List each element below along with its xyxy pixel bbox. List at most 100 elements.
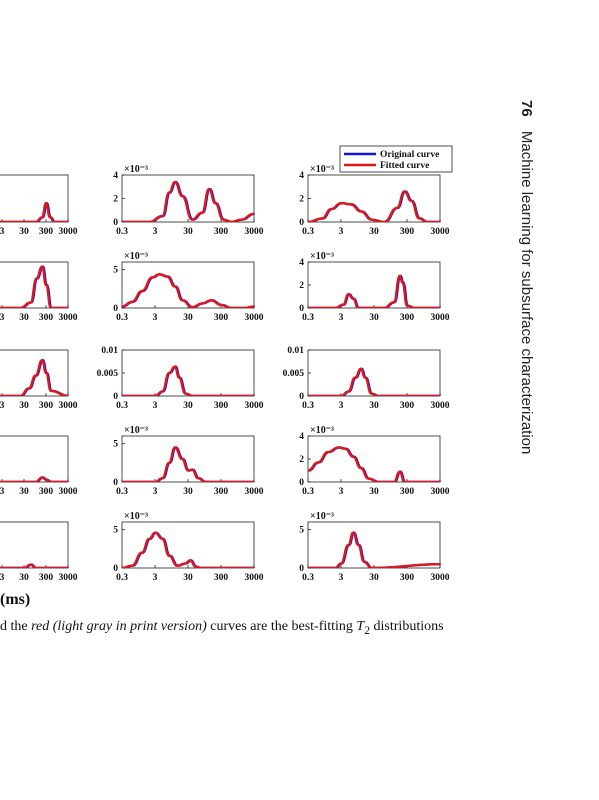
- panel-frame: [307, 261, 441, 309]
- y-tick-label: 4: [299, 171, 304, 181]
- y-exponent-label: ×10⁻³: [310, 511, 334, 522]
- x-tick-label: 3: [153, 401, 158, 411]
- y-tick-label: 0.01: [287, 346, 304, 356]
- panel-frame: [0, 349, 69, 397]
- y-tick-label: 5: [113, 440, 118, 450]
- y-tick-label: 4: [299, 258, 304, 268]
- original-curve: [122, 531, 255, 568]
- fitted-curve: [308, 531, 440, 568]
- y-tick-label: 0: [113, 392, 118, 402]
- x-tick-label: 3: [0, 401, 5, 411]
- y-exponent-label: ×10⁻³: [310, 164, 334, 175]
- panel-frame: [307, 349, 441, 397]
- x-tick-label: 3000: [245, 573, 264, 583]
- y-tick-label: 5: [113, 526, 118, 536]
- x-tick-label: 3: [0, 487, 5, 497]
- x-tick-label: 30: [183, 573, 193, 583]
- x-tick-label: 3000: [59, 573, 78, 583]
- y-tick-label: 2: [113, 195, 118, 205]
- original-curve: [308, 274, 441, 308]
- y-tick-label: 4: [113, 171, 118, 181]
- x-tick-label: 3000: [59, 313, 78, 323]
- panel-frame: [121, 261, 255, 309]
- y-exponent-label: ×10⁻³: [124, 164, 148, 175]
- fitted-curve: [0, 359, 68, 396]
- x-tick-label: 300: [400, 573, 415, 583]
- x-tick-label: 30: [19, 487, 29, 497]
- y-tick-label: 0.005: [283, 369, 305, 379]
- y-tick-label: 2: [299, 195, 304, 205]
- page-number: 76: [518, 100, 535, 117]
- x-tick-label: 30: [183, 487, 193, 497]
- original-curve: [0, 201, 69, 222]
- x-tick-label: 300: [214, 573, 229, 583]
- x-tick-label: 3000: [431, 401, 450, 411]
- fitted-curve: [122, 446, 254, 482]
- fitted-curve: [122, 273, 254, 308]
- x-tick-label: 3: [339, 227, 344, 237]
- y-tick-label: 2: [299, 281, 304, 291]
- x-tick-label: 3000: [59, 227, 78, 237]
- y-tick-label: 4: [299, 432, 304, 442]
- fitted-curve: [308, 446, 440, 482]
- x-tick-label: 300: [400, 227, 415, 237]
- original-curve: [308, 190, 441, 222]
- x-tick-label: 3000: [431, 227, 450, 237]
- x-tick-label: 30: [369, 227, 379, 237]
- y-tick-label: 0: [299, 564, 304, 574]
- y-exponent-label: ×10⁻³: [124, 425, 148, 436]
- x-tick-label: 3000: [245, 313, 264, 323]
- y-tick-label: 2: [299, 455, 304, 465]
- legend-original-label: Original curve: [380, 150, 439, 160]
- x-tick-label: 3000: [59, 487, 78, 497]
- x-tick-label: 0.3: [116, 401, 128, 411]
- x-tick-label: 3: [153, 313, 158, 323]
- fitted-curve: [122, 180, 254, 222]
- x-tick-label: 30: [369, 313, 379, 323]
- legend-box: [339, 145, 453, 173]
- x-tick-label: 3000: [431, 313, 450, 323]
- x-tick-label: 300: [39, 487, 54, 497]
- x-tick-label: 30: [183, 313, 193, 323]
- y-tick-label: 0: [113, 478, 118, 488]
- x-tick-label: 300: [39, 313, 54, 323]
- y-tick-label: 0.005: [97, 369, 119, 379]
- y-exponent-label: ×10⁻³: [124, 511, 148, 522]
- x-tick-label: 30: [369, 401, 379, 411]
- panel-frame: [121, 435, 255, 483]
- x-tick-label: 0.3: [116, 227, 128, 237]
- fitted-curve: [122, 365, 254, 396]
- panel-frame: [121, 349, 255, 397]
- x-tick-label: 300: [214, 313, 229, 323]
- original-curve: [122, 446, 255, 482]
- x-axis-label-fragment: (ms): [0, 591, 31, 608]
- fitted-curve: [308, 274, 440, 308]
- x-tick-label: 3: [0, 227, 5, 237]
- y-exponent-label: ×10⁻³: [310, 251, 334, 262]
- x-tick-label: 300: [39, 573, 54, 583]
- y-exponent-label: ×10⁻³: [310, 425, 334, 436]
- x-tick-label: 3: [339, 313, 344, 323]
- fitted-curve: [0, 563, 68, 568]
- y-tick-label: 0: [299, 392, 304, 402]
- y-tick-label: 0: [113, 218, 118, 228]
- fitted-curve: [308, 190, 440, 222]
- y-tick-label: 5: [113, 266, 118, 276]
- x-tick-label: 300: [400, 487, 415, 497]
- x-tick-label: 3: [339, 573, 344, 583]
- original-curve: [122, 365, 255, 396]
- original-curve: [308, 531, 441, 568]
- x-tick-label: 3000: [431, 573, 450, 583]
- running-header: 76 Machine learning for subsurface chara…: [505, 100, 535, 520]
- x-tick-label: 300: [214, 401, 229, 411]
- y-tick-label: 0: [299, 218, 304, 228]
- x-tick-label: 300: [39, 227, 54, 237]
- caption-symbol: T: [356, 619, 365, 634]
- fitted-curve: [0, 265, 68, 308]
- x-tick-label: 300: [400, 401, 415, 411]
- x-tick-label: 0.3: [302, 401, 314, 411]
- panel-frame: [0, 174, 69, 223]
- x-tick-label: 0.3: [116, 487, 128, 497]
- y-tick-label: 0: [299, 304, 304, 314]
- x-tick-label: 300: [214, 227, 229, 237]
